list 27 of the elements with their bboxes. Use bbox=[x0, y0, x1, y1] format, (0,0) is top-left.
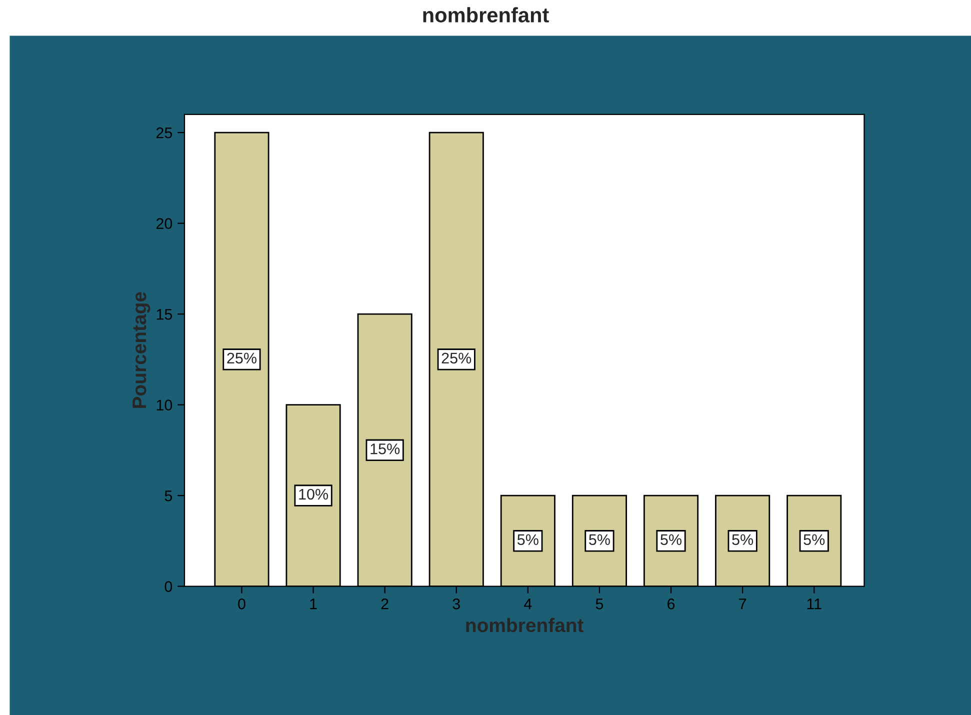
y-axis-title: Pourcentage bbox=[132, 292, 150, 408]
x-tick-label: 6 bbox=[668, 598, 675, 610]
data-label: 15% bbox=[370, 444, 400, 454]
y-tick-label: 10 bbox=[156, 400, 172, 410]
data-label: 10% bbox=[299, 488, 328, 500]
data-label: 5% bbox=[660, 534, 682, 546]
data-label: 25% bbox=[227, 352, 256, 364]
x-axis-title: nombrenfant bbox=[466, 618, 584, 632]
data-label: 5% bbox=[804, 534, 825, 546]
x-tick-label: 5 bbox=[596, 598, 604, 610]
x-tick-label: 11 bbox=[807, 598, 822, 610]
x-tick-label: 3 bbox=[452, 598, 460, 610]
x-tick-label: 2 bbox=[381, 598, 388, 610]
x-tick-label: 4 bbox=[524, 598, 532, 610]
y-tick-label: 20 bbox=[156, 218, 172, 229]
x-tick-label: 1 bbox=[310, 598, 317, 610]
x-tick-label: 7 bbox=[739, 598, 746, 610]
data-label: 5% bbox=[589, 534, 610, 546]
y-tick-label: 5 bbox=[164, 490, 172, 502]
data-label: 5% bbox=[732, 534, 754, 546]
chart-title: nombrenfant bbox=[423, 7, 549, 22]
data-label: 25% bbox=[442, 352, 472, 364]
y-tick-label: 0 bbox=[164, 581, 172, 592]
x-tick-label: 0 bbox=[238, 598, 246, 610]
data-label: 5% bbox=[517, 534, 538, 546]
y-tick-label: 25 bbox=[156, 127, 172, 138]
y-tick-label: 15 bbox=[156, 309, 172, 320]
